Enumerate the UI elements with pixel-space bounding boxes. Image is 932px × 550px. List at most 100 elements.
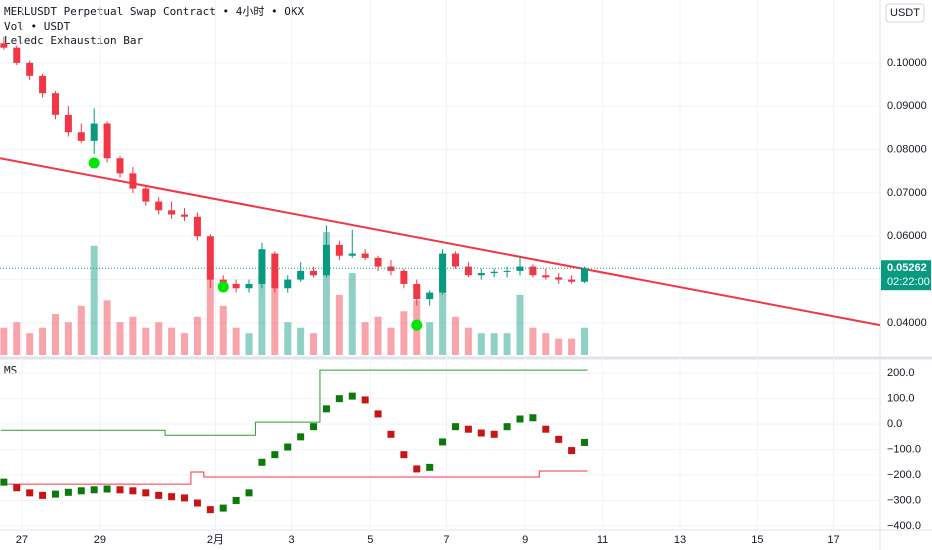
volume-bar [155, 322, 163, 355]
candle-body [516, 266, 524, 271]
volume-bar [258, 259, 266, 355]
volume-bar [0, 327, 8, 355]
ms-label: MS [4, 364, 17, 377]
x-tick-label: 2月 [207, 534, 224, 546]
ms-marker [581, 438, 589, 446]
volume-bar [193, 316, 201, 355]
candle-body [426, 292, 434, 300]
ms-marker [374, 410, 382, 418]
ms-marker [232, 496, 240, 504]
volume-bar [400, 311, 408, 355]
candle-body [477, 273, 485, 276]
volume-bar [142, 327, 150, 355]
volume-bar [116, 322, 124, 355]
volume-bar [451, 316, 459, 355]
volume-bar [503, 333, 511, 355]
ms-marker [400, 451, 408, 459]
candle-body [258, 249, 266, 284]
volume-bar [568, 338, 576, 355]
candle-body [413, 283, 421, 300]
currency-button[interactable] [885, 3, 925, 23]
ms-marker [464, 425, 472, 433]
x-tick-label: 15 [751, 534, 763, 546]
ms-marker [310, 423, 318, 431]
ms-marker [116, 486, 124, 494]
volume-bar [129, 316, 137, 355]
volume-bar [490, 333, 498, 355]
volume-bar [335, 294, 343, 355]
ms-marker [64, 488, 72, 496]
volume-bar [219, 305, 227, 355]
volume-bar [581, 327, 589, 355]
ms-marker [193, 499, 201, 507]
ms-marker [51, 490, 59, 498]
candle-body [245, 283, 253, 289]
y-tick-label: 200.0 [887, 367, 915, 379]
candle-body [464, 266, 472, 276]
candle-body [387, 266, 395, 271]
ms-marker [387, 430, 395, 438]
signal-dot [217, 281, 229, 293]
price-tag [881, 260, 931, 291]
volume-bar [477, 333, 485, 355]
y-tick-label: 0.07000 [887, 187, 927, 199]
y-tick-label: 0.0 [887, 418, 902, 430]
currency[interactable]: USDT [890, 7, 920, 19]
y-tick-label: 0.09000 [887, 100, 927, 112]
chart-title: MERLUSDT Perpetual Swap Contract • 4小时 •… [4, 5, 305, 18]
volume-bar [90, 245, 98, 355]
volume-bar [361, 322, 369, 355]
ms-marker [477, 429, 485, 437]
volume-bar [232, 327, 240, 355]
y-tick-label: −400.0 [887, 520, 921, 532]
ms-marker [0, 478, 8, 486]
x-tick-label: 29 [94, 534, 106, 546]
ms-marker [77, 487, 85, 495]
volume-bar [426, 322, 434, 355]
ms-marker [271, 451, 279, 459]
volume-bar [516, 294, 524, 355]
ms-marker [413, 465, 421, 473]
volume-bar [542, 333, 550, 355]
candle-body [181, 214, 189, 217]
y-tick-label: 0.04000 [887, 317, 927, 329]
candle-body [13, 47, 21, 63]
volume-bar [77, 305, 85, 355]
ms-marker [129, 487, 137, 495]
candle-body [284, 279, 292, 289]
volume-bar [322, 232, 330, 355]
candle-body [26, 62, 34, 76]
y-tick-label: −300.0 [887, 494, 921, 506]
volume-bar [206, 273, 214, 355]
y-tick-label: 0.08000 [887, 143, 927, 155]
candle-body [51, 93, 59, 115]
ms-marker [219, 504, 227, 512]
band-line [0, 470, 588, 485]
volume-bar [310, 333, 318, 355]
candle-body [155, 201, 163, 211]
x-tick-label: 9 [522, 534, 528, 546]
candle-body [77, 132, 85, 141]
ms-marker [503, 423, 511, 431]
countdown: 02:22:00 [887, 276, 930, 288]
candle-body [490, 271, 498, 274]
ms-marker [322, 405, 330, 413]
candle-body [374, 257, 382, 267]
y-tick-label: 0.10000 [887, 57, 927, 69]
ms-marker [168, 493, 176, 501]
volume-bar [555, 338, 563, 355]
volume-bar [168, 327, 176, 355]
volume-bar [284, 322, 292, 355]
volume-bar [271, 286, 279, 355]
signal-dot [88, 157, 100, 169]
volume-bar [297, 327, 305, 355]
candle-body [361, 253, 369, 258]
ms-marker [206, 506, 214, 514]
ms-marker [348, 392, 356, 400]
ms-marker [335, 395, 343, 403]
candle-body [439, 253, 447, 293]
candle-body [0, 43, 8, 48]
ms-marker [555, 435, 563, 443]
y-tick-label: 0.06000 [887, 230, 927, 242]
volume-bar [529, 327, 537, 355]
